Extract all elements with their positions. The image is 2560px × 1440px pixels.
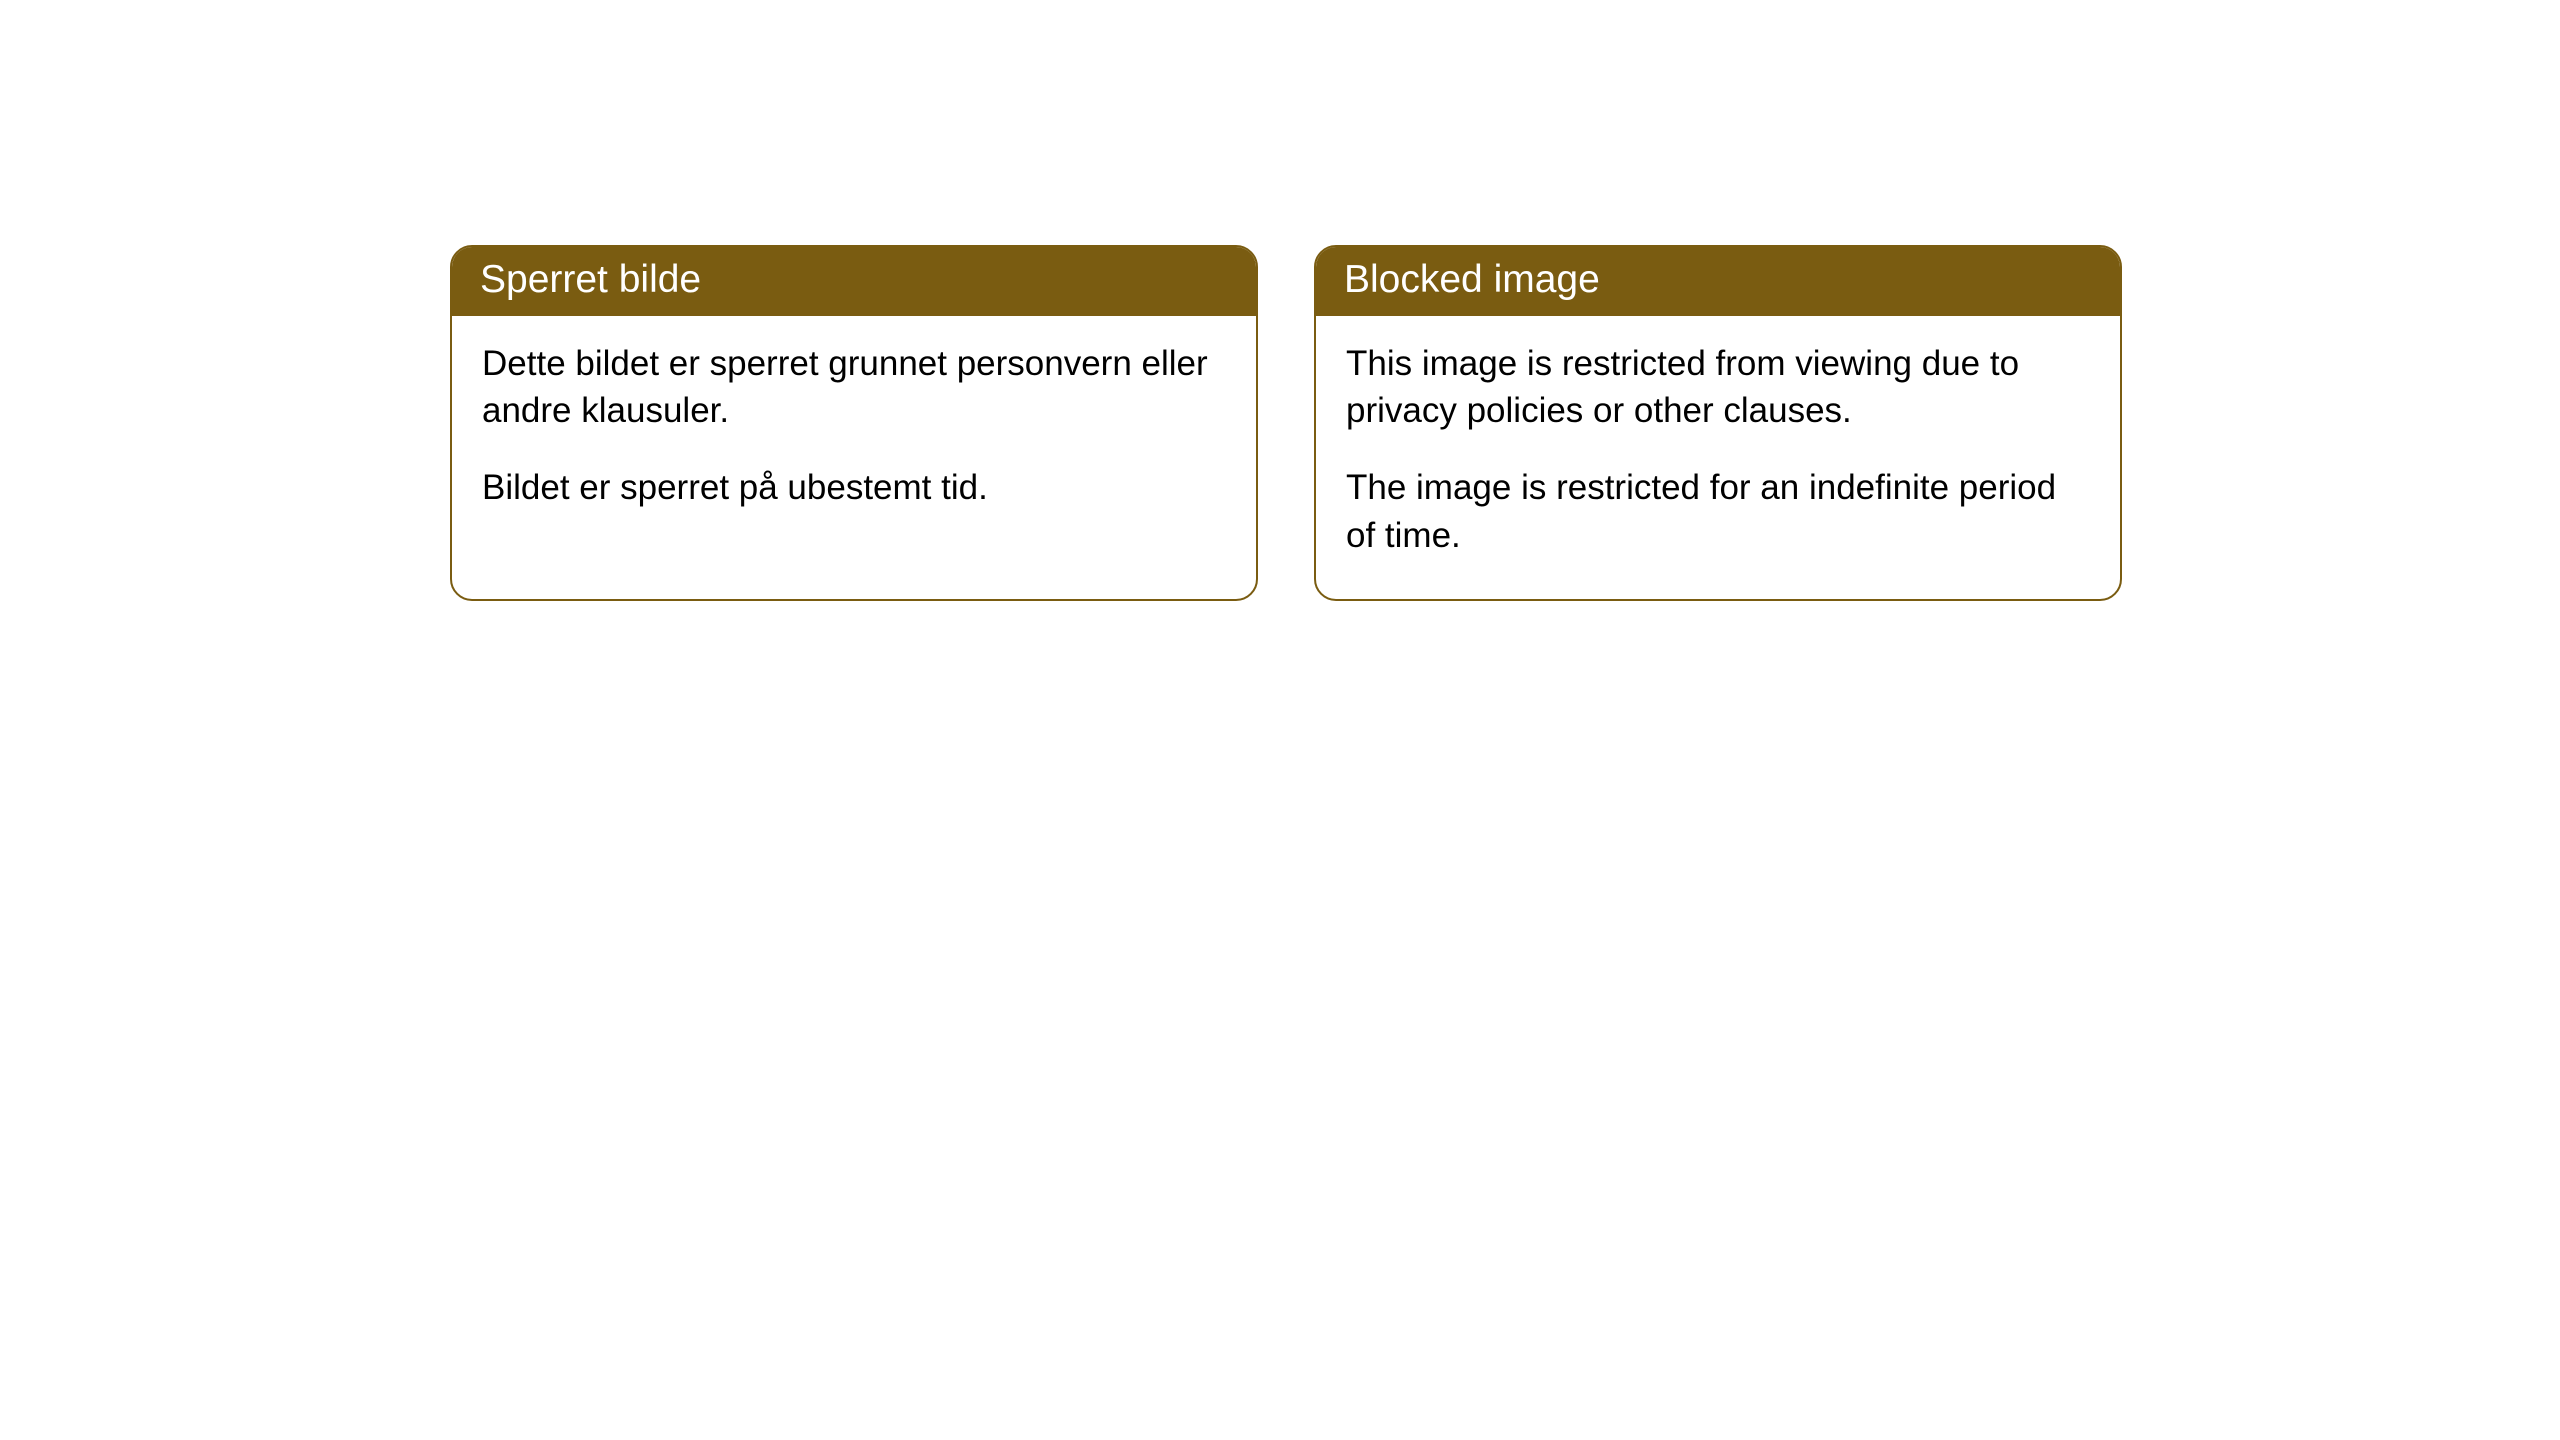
blocked-image-card-norwegian: Sperret bilde Dette bildet er sperret gr… <box>450 245 1258 601</box>
card-body: This image is restricted from viewing du… <box>1316 316 2120 599</box>
card-header: Blocked image <box>1316 247 2120 316</box>
card-header: Sperret bilde <box>452 247 1256 316</box>
cards-container: Sperret bilde Dette bildet er sperret gr… <box>450 245 2122 601</box>
blocked-image-card-english: Blocked image This image is restricted f… <box>1314 245 2122 601</box>
card-paragraph-1: Dette bildet er sperret grunnet personve… <box>482 340 1226 435</box>
card-paragraph-1: This image is restricted from viewing du… <box>1346 340 2090 435</box>
card-paragraph-2: The image is restricted for an indefinit… <box>1346 464 2090 559</box>
card-body: Dette bildet er sperret grunnet personve… <box>452 316 1256 552</box>
card-paragraph-2: Bildet er sperret på ubestemt tid. <box>482 464 1226 511</box>
